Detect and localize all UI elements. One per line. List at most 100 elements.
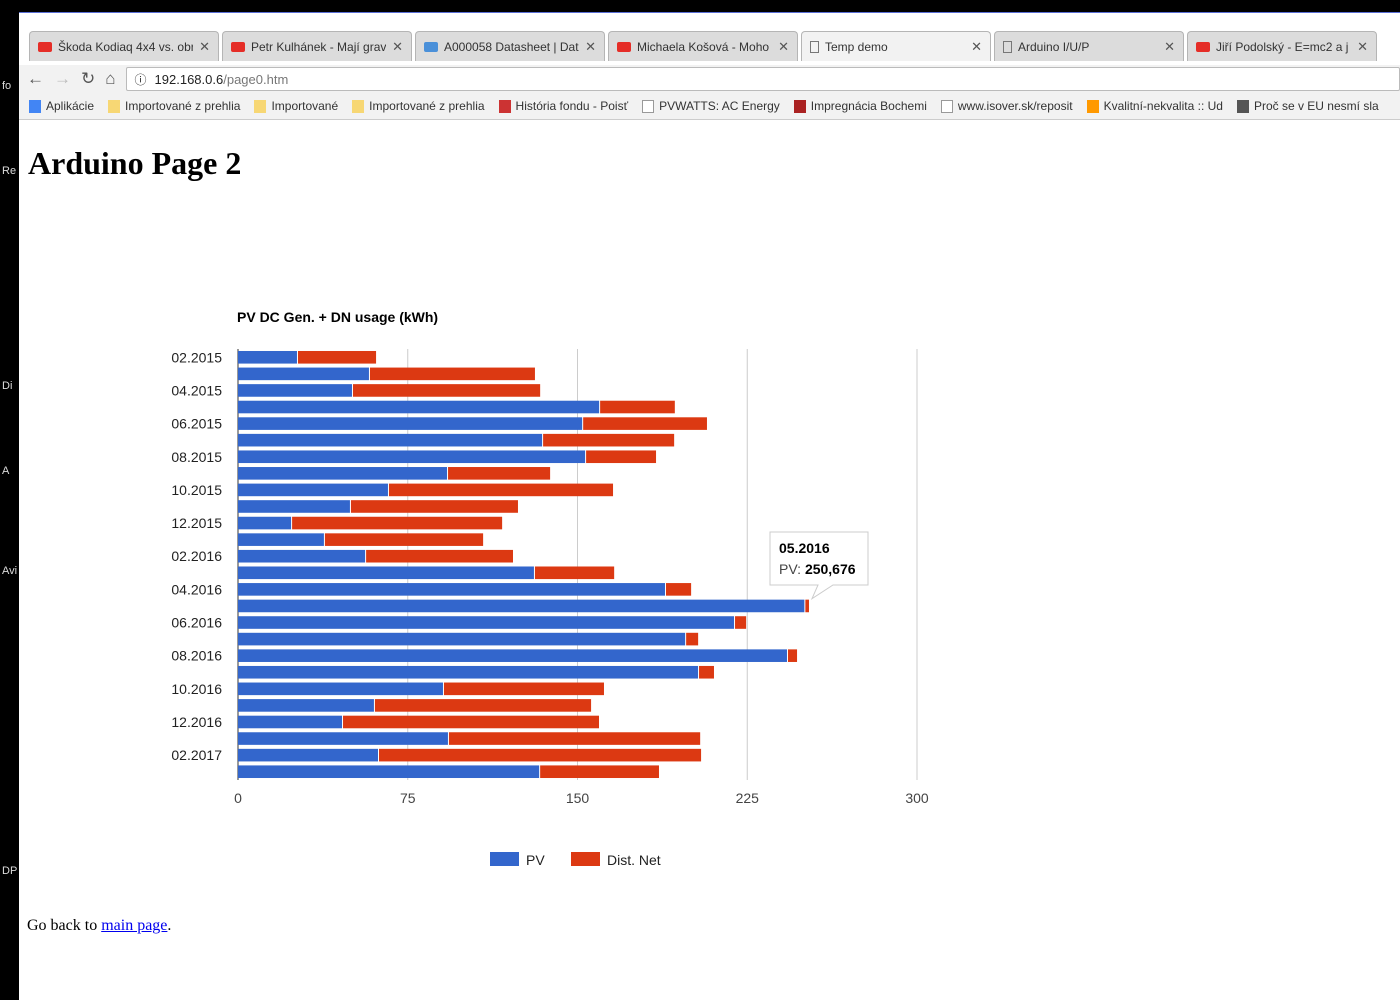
tooltip-category: 05.2016 [779,540,830,556]
bar-pv [238,367,369,381]
bar-dist-net [540,765,659,779]
tab[interactable]: Temp demo ✕ [801,31,991,61]
home-icon[interactable]: ⌂ [105,69,116,88]
bar-chart: PV DC Gen. + DN usage (kWh) 0 75 150 225 300 0… [171,309,929,868]
desktop-icon-label[interactable]: A [2,465,10,477]
bookmark[interactable]: História fondu - Poisť [498,99,628,113]
bookmark-icon [1086,99,1099,113]
bookmark-icon [1236,99,1249,113]
tooltip-box [769,531,869,600]
bar-pv [238,566,534,580]
bar-dist-net [352,384,541,397]
bar-pv [238,649,787,662]
bookmark-icon [793,99,806,113]
close-icon[interactable]: ✕ [1164,38,1175,54]
bookmark[interactable]: www.isover.sk/reposit [940,99,1073,113]
address-host: 192.168.0.6 [154,71,224,87]
youtube-icon [231,41,245,52]
bookmark[interactable]: PVWATTS: AC Energy [642,99,780,113]
bar-pv [238,699,374,712]
bookmark[interactable]: Impregnácia Bochemi [793,99,927,113]
desktop-icon-label[interactable]: DP [2,865,18,877]
bar-pv [238,433,543,447]
bar-dist-net [366,549,513,563]
x-tick-label: 300 [905,790,929,806]
legend-swatch [571,852,600,866]
desktop-icon-label[interactable]: Avi [2,565,18,577]
browser-window: Škoda Kodiaq 4x4 vs. obr ✕ Petr Kulhánek -… [19,12,1400,1000]
bar-pv [238,632,686,646]
x-tick-label: 150 [566,790,590,806]
bar-pv [238,483,388,497]
close-icon[interactable]: ✕ [971,38,982,54]
bar-dist-net [350,500,518,513]
tab-title: Jiří Podolský - E=mc2 a j [1216,39,1349,54]
bar-pv [238,384,352,397]
bar-dist-net [292,516,503,530]
y-tick-label: 02.2015 [171,349,222,365]
page-icon [1003,40,1012,53]
reload-icon[interactable]: ↻ [81,69,96,88]
bar-pv [238,400,600,414]
back-icon[interactable]: ← [27,69,44,88]
bar-pv [238,715,343,729]
info-icon[interactable]: ⓘ [134,72,147,87]
close-icon[interactable]: ✕ [392,38,403,54]
tab-strip: Škoda Kodiaq 4x4 vs. obr ✕ Petr Kulhánek -… [19,13,1400,61]
y-tick-label: 08.2015 [171,449,222,465]
desktop-icon-label[interactable]: fo [2,80,12,92]
bookmark[interactable]: Importované z prehlia [352,99,485,113]
close-icon[interactable]: ✕ [1357,38,1368,54]
y-tick-label: 12.2015 [171,515,222,531]
bookmark[interactable]: Importované [254,99,338,113]
bar-pv [238,450,586,464]
address-bar[interactable]: ⓘ 192.168.0.6/page0.htm [125,67,1400,91]
bar-dist-net [805,599,809,613]
legend-label: Dist. Net [607,852,661,868]
tab[interactable]: Arduino I/U/P ✕ [994,31,1184,61]
bar-pv [238,682,443,696]
y-tick-label: 10.2015 [171,482,222,498]
main-page-link[interactable]: main page [101,917,168,934]
bar-dist-net [600,400,675,414]
bookmark[interactable]: Kvalitní-nekvalita :: Ud [1086,99,1223,113]
bookmark[interactable]: Proč se v EU nesmí sla [1236,99,1379,113]
close-icon[interactable]: ✕ [778,38,789,54]
bar-dist-net [787,649,798,662]
close-icon[interactable]: ✕ [585,38,596,54]
youtube-icon [38,41,52,52]
bookmark[interactable]: Importované z prehlia [108,99,240,113]
bar-pv [238,616,735,629]
y-tick-label: 02.2016 [171,548,222,564]
tab[interactable]: Jiří Podolský - E=mc2 a j ✕ [1187,31,1377,61]
desktop-icon-label[interactable]: Re [2,165,17,177]
tab[interactable]: Petr Kulhánek - Mají grav ✕ [222,31,412,61]
bar-dist-net [665,583,692,596]
bar-pv [238,500,350,513]
bar-pv [238,549,366,563]
folder-icon [108,99,121,113]
tab[interactable]: Michaela Košová - Moho ✕ [608,31,798,61]
youtube-icon [617,41,631,52]
desktop-icon-label[interactable]: Di [2,380,13,392]
y-tick-label: 02.2017 [171,747,222,763]
tab[interactable]: Škoda Kodiaq 4x4 vs. obr ✕ [29,31,219,61]
tab[interactable]: A000058 Datasheet | Dat ✕ [415,31,605,61]
bar-dist-net [369,367,535,381]
bookmark[interactable]: Aplikácie [29,99,94,113]
bar-pv [238,583,665,596]
bar-dist-net [686,632,699,646]
footer-text: Go back to main page. [27,917,172,934]
bar-pv [238,516,292,530]
y-tick-label: 12.2016 [171,714,222,730]
bar-dist-net [543,433,675,447]
bar-pv [238,765,540,779]
close-icon[interactable]: ✕ [199,38,210,54]
bookmark-icon [940,99,953,113]
bar-pv [238,748,379,762]
apps-icon [29,99,41,113]
desktop-strip: fo Re Di A Avi DP [0,0,19,1000]
bar-dist-net [343,715,600,729]
forward-icon[interactable]: → [54,69,71,88]
legend-label: PV [526,852,545,868]
